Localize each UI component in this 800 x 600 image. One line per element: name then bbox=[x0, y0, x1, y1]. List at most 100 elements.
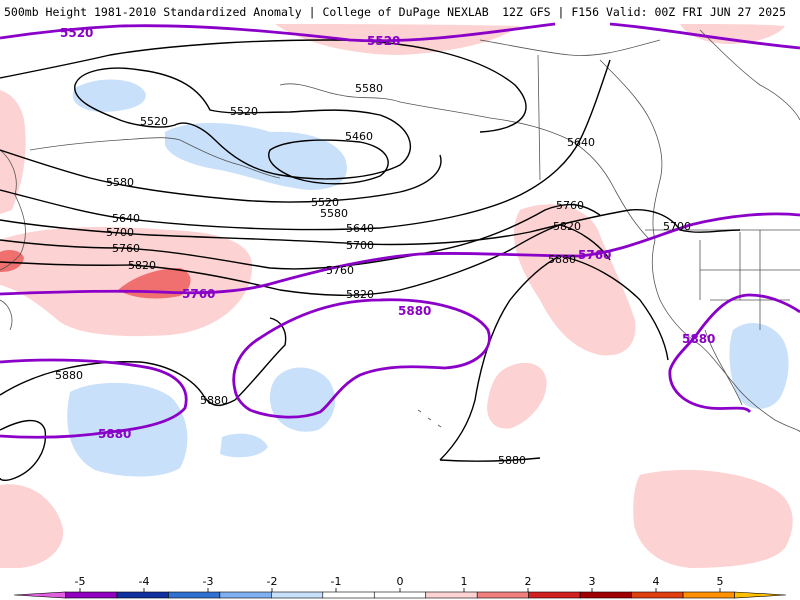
highlight-contours bbox=[0, 22, 800, 439]
contour-5700 bbox=[0, 208, 741, 246]
contour-5880-highlight-east bbox=[668, 293, 800, 414]
contour-label: 5520 bbox=[311, 196, 339, 209]
colorbar-tick-label: -4 bbox=[139, 575, 150, 588]
contour-label: 5820 bbox=[346, 288, 374, 301]
colorbar-bin bbox=[219, 591, 272, 599]
pos-anomaly-area bbox=[0, 90, 26, 214]
coastline-hawaii bbox=[417, 409, 442, 428]
contour-5880-highlight-west bbox=[0, 358, 188, 439]
neg-anomaly-area bbox=[220, 433, 268, 458]
contour-5580-mid bbox=[0, 149, 442, 203]
pos-anomaly-area bbox=[513, 204, 636, 356]
pos-anomaly-area bbox=[633, 469, 793, 568]
weather-map: 5520 5520 5580 5520 5520 5460 5580 5520 … bbox=[0, 22, 800, 568]
contour-5460-loop bbox=[268, 139, 389, 185]
contour-label: 5880 bbox=[682, 332, 715, 346]
colorbar-bin bbox=[168, 591, 221, 599]
contour-5880-highlight-loop bbox=[232, 298, 491, 419]
colorbar-bin bbox=[373, 591, 427, 599]
colorbar-tick-label: 4 bbox=[653, 575, 660, 588]
contour-label: 5760 bbox=[578, 248, 611, 262]
neg-anomaly-area bbox=[72, 79, 146, 112]
contour-5820 bbox=[0, 224, 611, 296]
colorbar-bin bbox=[528, 591, 581, 599]
colorbar-bin bbox=[425, 591, 478, 599]
contour-5760 bbox=[0, 203, 601, 270]
pos-anomaly-area bbox=[0, 484, 64, 568]
contour-label: 5880 bbox=[55, 369, 83, 382]
coastline-kamchatka bbox=[0, 149, 26, 271]
contour-label: 5520 bbox=[230, 105, 258, 118]
colorbar-bins bbox=[13, 591, 787, 599]
contour-5640 bbox=[0, 59, 611, 231]
contour-5880-loop-sw bbox=[0, 419, 47, 481]
contour-label: 5820 bbox=[553, 220, 581, 233]
neg-anomaly-area bbox=[729, 323, 789, 409]
coastline-bc bbox=[599, 59, 663, 241]
colorbar-tick-label: -3 bbox=[203, 575, 214, 588]
contour-label: 5880 bbox=[498, 454, 526, 467]
contour-5580-north bbox=[0, 39, 527, 133]
colorbar-bin bbox=[734, 591, 787, 599]
colorbar: -5 -4 -3 -2 -1 0 1 2 3 4 5 bbox=[13, 575, 787, 599]
coastline-japan bbox=[0, 299, 13, 331]
contour-5880-long bbox=[439, 255, 669, 461]
contour-label: 5700 bbox=[346, 239, 374, 252]
contour-5520-highlight-east bbox=[609, 22, 800, 50]
colorbar-tick-label: 0 bbox=[397, 575, 404, 588]
height-contours bbox=[0, 39, 741, 481]
colorbar-tick-label: -5 bbox=[75, 575, 86, 588]
coastlines bbox=[0, 29, 800, 433]
coastline-baja bbox=[704, 329, 743, 406]
contour-label: 5460 bbox=[345, 130, 373, 143]
contour-label: 5880 bbox=[548, 253, 576, 266]
contour-label: 5880 bbox=[398, 304, 431, 318]
contour-label: 5760 bbox=[112, 242, 140, 255]
contour-5520-loop bbox=[74, 67, 411, 180]
contour-label: 5760 bbox=[182, 287, 215, 301]
contour-label: 5580 bbox=[355, 82, 383, 95]
colorbar-bin bbox=[271, 591, 324, 599]
contour-label: 5880 bbox=[200, 394, 228, 407]
colorbar-bin bbox=[322, 591, 375, 599]
map-title: 500mb Height 1981-2010 Standardized Anom… bbox=[4, 5, 489, 19]
contour-label: 5700 bbox=[663, 220, 691, 233]
neg-anomaly-area bbox=[269, 367, 336, 432]
contour-5520-highlight bbox=[0, 22, 556, 43]
contour-label: 5820 bbox=[128, 259, 156, 272]
contour-label: 5640 bbox=[567, 136, 595, 149]
colorbar-bin bbox=[476, 591, 529, 599]
coastline-arctic bbox=[479, 39, 661, 56]
colorbar-tick-label: 3 bbox=[589, 575, 596, 588]
anomaly-shading bbox=[0, 24, 793, 568]
colorbar-tick-label: 2 bbox=[525, 575, 532, 588]
contour-label: 5640 bbox=[346, 222, 374, 235]
colorbar-tick-label: 5 bbox=[717, 575, 724, 588]
colorbar-bin bbox=[631, 591, 684, 599]
contour-label: 5520 bbox=[60, 26, 93, 40]
colorbar-bin bbox=[116, 591, 169, 599]
contour-label: 5640 bbox=[112, 212, 140, 225]
contour-label: 5520 bbox=[367, 34, 400, 48]
colorbar-bin bbox=[682, 591, 735, 599]
contour-label: 5520 bbox=[140, 115, 168, 128]
contour-label: 5760 bbox=[556, 199, 584, 212]
contour-labels: 5520 5520 5580 5520 5520 5460 5580 5520 … bbox=[55, 26, 715, 467]
colorbar-bin bbox=[65, 591, 118, 599]
neg-anomaly-area bbox=[165, 122, 347, 190]
contour-label: 5880 bbox=[98, 427, 131, 441]
colorbar-tick-label: -2 bbox=[267, 575, 278, 588]
model-run-info: 12Z GFS | F156 Valid: 00Z FRI JUN 27 202… bbox=[502, 5, 786, 19]
coastline-aleutians bbox=[179, 139, 281, 179]
contour-5880-south bbox=[439, 457, 541, 462]
pos-anomaly-area bbox=[680, 24, 785, 44]
coastline-alaska-peninsula bbox=[279, 83, 651, 241]
contour-label: 5760 bbox=[326, 264, 354, 277]
contour-label: 5580 bbox=[320, 207, 348, 220]
contour-label: 5700 bbox=[106, 226, 134, 239]
colorbar-tick-label: 1 bbox=[461, 575, 468, 588]
coastline-us-west bbox=[651, 239, 800, 433]
coastline-aleutian-chain bbox=[29, 137, 181, 151]
contour-label: 5580 bbox=[106, 176, 134, 189]
pos-anomaly-area bbox=[487, 362, 547, 429]
